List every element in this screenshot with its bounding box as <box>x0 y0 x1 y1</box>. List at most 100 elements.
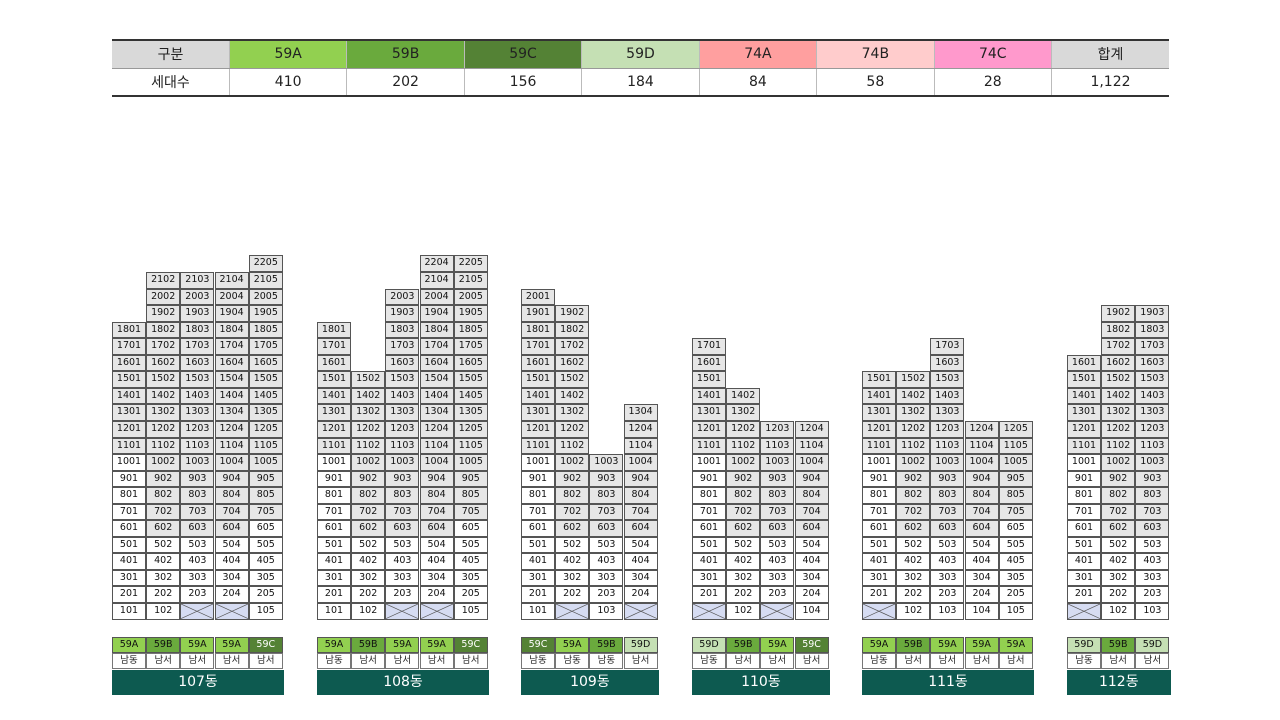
unit-cell: 1303 <box>1135 404 1170 421</box>
unit-cell: 1001 <box>862 454 896 471</box>
unit-cell: 201 <box>862 586 896 604</box>
unit-cell: 402 <box>726 553 761 570</box>
orientation-label: 남서 <box>180 653 215 669</box>
unit-cell: 1301 <box>692 404 726 421</box>
unit-cell: 901 <box>521 470 555 488</box>
unit-cell: 1705 <box>453 338 488 355</box>
unit-cell: 602 <box>555 520 590 537</box>
unit-cell: 1002 <box>726 454 761 471</box>
unit-cell: 202 <box>726 586 761 604</box>
unit-cell: 1402 <box>351 387 386 405</box>
unit-cell: 1603 <box>1135 354 1170 372</box>
unit-cell: 1103 <box>385 437 420 455</box>
unit-cell: 1803 <box>180 321 215 339</box>
unit-cell: 802 <box>555 487 590 504</box>
unit-cell: 404 <box>214 553 249 570</box>
unit-cell: 1302 <box>146 404 181 421</box>
unit-cell: 104 <box>964 603 999 620</box>
unit-cell: 1002 <box>351 454 386 471</box>
unit-cell: 1501 <box>1067 371 1101 388</box>
unit-cell: 1302 <box>1101 404 1136 421</box>
unit-cell: 501 <box>112 536 146 554</box>
empty-unit-cell <box>862 603 896 620</box>
unit-cell: 901 <box>1067 470 1101 488</box>
unit-cell: 1302 <box>351 404 386 421</box>
unit-type-label: 59D <box>692 637 726 653</box>
unit-cell: 1201 <box>317 420 351 438</box>
orientation-label: 남동 <box>1067 653 1101 669</box>
unit-cell: 1401 <box>862 387 896 405</box>
unit-cell: 504 <box>964 536 999 554</box>
unit-cell: 1704 <box>214 338 249 355</box>
unit-type-label: 59C <box>794 637 829 653</box>
unit-cell: 1905 <box>453 305 488 322</box>
orientation-label: 남서 <box>760 653 795 669</box>
unit-cell: 1804 <box>214 321 249 339</box>
orientation-label: 남서 <box>964 653 999 669</box>
unit-cell: 1501 <box>112 371 146 388</box>
orientation-label: 남동 <box>589 653 624 669</box>
unit-cell: 903 <box>180 470 215 488</box>
unit-cell: 1103 <box>930 437 965 455</box>
unit-cell: 1605 <box>248 354 283 372</box>
unit-cell: 2205 <box>453 255 488 273</box>
unit-cell: 603 <box>760 520 795 537</box>
unit-cell: 404 <box>419 553 454 570</box>
unit-cell: 902 <box>351 470 386 488</box>
unit-type-label: 59A <box>760 637 795 653</box>
unit-cell: 1205 <box>453 420 488 438</box>
unit-cell: 302 <box>726 569 761 587</box>
unit-cell: 1204 <box>214 420 249 438</box>
unit-cell: 704 <box>419 503 454 521</box>
unit-cell: 803 <box>180 487 215 504</box>
unit-cell: 101 <box>317 603 351 620</box>
unit-cell: 102 <box>146 603 181 620</box>
unit-cell: 1103 <box>1135 437 1170 455</box>
unit-cell: 1302 <box>555 404 590 421</box>
unit-cell: 1904 <box>214 305 249 322</box>
unit-type-label: 59D <box>1067 637 1101 653</box>
unit-type-label: 59B <box>1101 637 1136 653</box>
unit-cell: 1301 <box>1067 404 1101 421</box>
unit-cell: 301 <box>317 569 351 587</box>
unit-cell: 405 <box>248 553 283 570</box>
unit-cell: 704 <box>794 503 829 521</box>
unit-cell: 1701 <box>692 338 726 355</box>
unit-cell: 503 <box>1135 536 1170 554</box>
unit-cell: 1201 <box>862 420 896 438</box>
unit-cell: 902 <box>896 470 931 488</box>
unit-cell: 1002 <box>555 454 590 471</box>
orientation-label: 남서 <box>214 653 249 669</box>
unit-type-label: 59A <box>112 637 146 653</box>
unit-cell: 703 <box>760 503 795 521</box>
unit-cell: 1203 <box>385 420 420 438</box>
unit-cell: 1103 <box>180 437 215 455</box>
unit-cell: 1504 <box>214 371 249 388</box>
unit-cell: 1204 <box>623 420 658 438</box>
unit-cell: 801 <box>112 487 146 504</box>
unit-cell: 801 <box>692 487 726 504</box>
unit-cell: 102 <box>896 603 931 620</box>
unit-type-label: 59A <box>317 637 351 653</box>
unit-cell: 501 <box>317 536 351 554</box>
unit-cell: 301 <box>862 569 896 587</box>
unit-cell: 1701 <box>112 338 146 355</box>
unit-cell: 1502 <box>1101 371 1136 388</box>
unit-cell: 302 <box>351 569 386 587</box>
unit-cell: 105 <box>248 603 283 620</box>
unit-type-label: 59A <box>862 637 896 653</box>
unit-cell: 803 <box>1135 487 1170 504</box>
unit-cell: 202 <box>1101 586 1136 604</box>
unit-cell: 703 <box>385 503 420 521</box>
unit-type-label: 59B <box>726 637 761 653</box>
unit-type-label: 59C <box>453 637 488 653</box>
unit-cell: 903 <box>760 470 795 488</box>
unit-type-label: 59A <box>214 637 249 653</box>
unit-cell: 1403 <box>180 387 215 405</box>
unit-cell: 401 <box>1067 553 1101 570</box>
unit-cell: 802 <box>351 487 386 504</box>
unit-cell: 602 <box>726 520 761 537</box>
unit-cell: 1401 <box>317 387 351 405</box>
unit-cell: 905 <box>453 470 488 488</box>
unit-cell: 1404 <box>419 387 454 405</box>
